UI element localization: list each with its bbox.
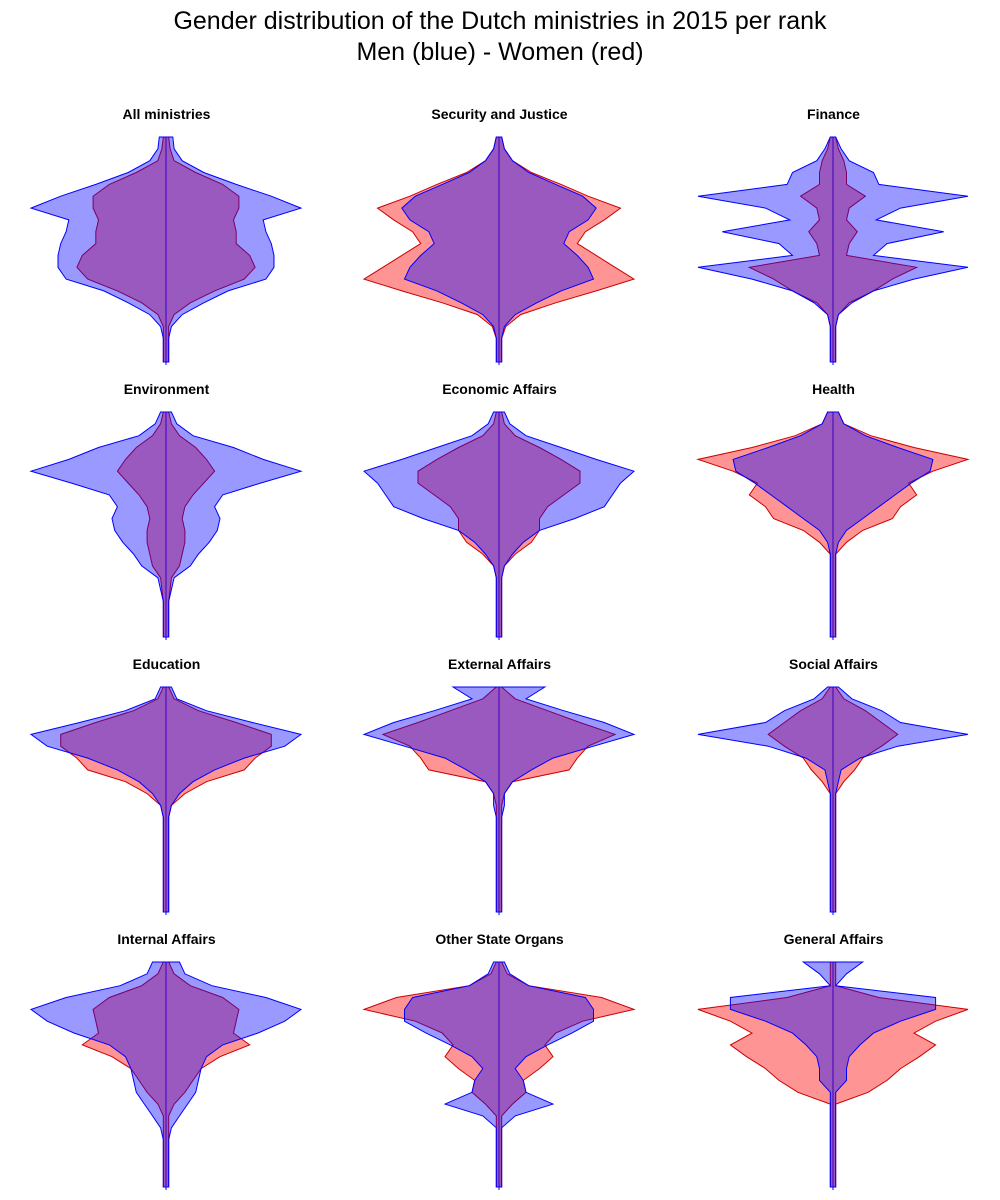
panel-title: Economic Affairs [442,381,557,397]
panel-plot [697,136,969,365]
panel-plot [29,961,303,1190]
panel-title: Other State Organs [435,931,564,947]
panel-title: Finance [807,106,860,122]
panel-title: Education [132,656,201,672]
panel-plot [697,961,969,1190]
chart-subtitle: Men (blue) - Women (red) [356,38,644,66]
panel-plot [362,686,636,915]
panel-title: Social Affairs [789,656,878,672]
panel-plot [29,686,303,915]
panel-title: All ministries [122,106,211,122]
men-distribution-shape [404,961,594,1188]
panel-internal-affairs: Internal Affairs [0,825,333,1200]
men-distribution-shape [401,136,597,363]
men-distribution-shape [29,961,303,1188]
panel-security-and-justice: Security and Justice [333,0,666,375]
men-distribution-shape [732,411,934,638]
panel-health: Health [667,275,1000,650]
panel-finance: Finance [667,0,1000,375]
panel-education: Education [0,550,333,925]
panel-all-ministries: All ministries [0,0,333,375]
panel-title: External Affairs [448,656,551,672]
men-distribution-shape [363,411,635,638]
panel-external-affairs: External Affairs [333,550,666,925]
men-distribution-shape [29,411,303,638]
panel-title: General Affairs [783,931,884,947]
panel-title: Security and Justice [431,106,568,122]
panel-social-affairs: Social Affairs [667,550,1000,925]
men-distribution-shape [697,136,969,363]
panel-plot [29,136,303,365]
chart-title: Gender distribution of the Dutch ministr… [0,6,1000,68]
panel-general-affairs: General Affairs [667,825,1000,1200]
panel-environment: Environment [0,275,333,650]
panel-plot [697,686,969,915]
panel-plot [696,411,970,640]
panel-plot [362,961,636,1190]
panel-plot [29,411,303,640]
panel-economic-affairs: Economic Affairs [333,275,666,650]
men-distribution-shape [729,961,937,1188]
panel-title: Health [812,381,855,397]
men-distribution-shape [29,136,303,363]
panel-title: Environment [123,381,210,397]
men-distribution-shape [29,686,303,913]
men-distribution-shape [697,686,969,913]
panel-title: Internal Affairs [117,931,216,947]
chart-title-line1: Gender distribution of the Dutch ministr… [173,7,827,35]
panel-other-state-organs: Other State Organs [333,825,666,1200]
panel-plot [363,411,635,640]
men-distribution-shape [362,686,636,913]
panel-plot [362,136,636,365]
